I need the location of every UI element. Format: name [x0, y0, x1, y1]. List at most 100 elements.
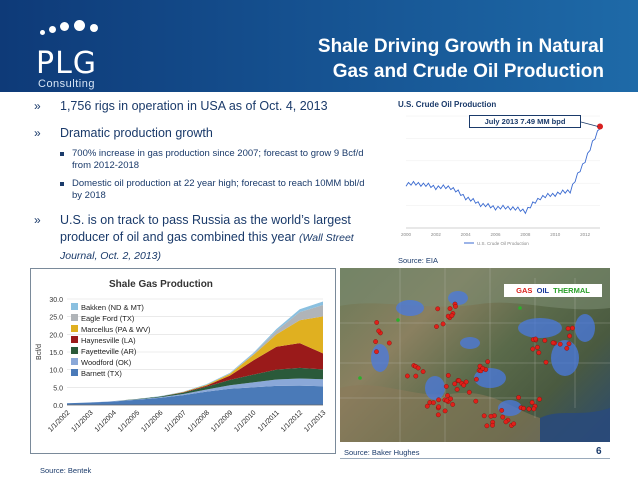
map-rig-dot: [374, 320, 380, 325]
rig-map: GAS OIL THERMAL: [340, 268, 610, 442]
map-rig-dot: [542, 338, 548, 343]
map-thermal-dot: [396, 318, 400, 322]
slide-header: PLG Consulting Shale Driving Growth in N…: [0, 0, 638, 92]
legend-label: Fayetteville (AR): [81, 347, 137, 356]
rig-map-svg: [340, 268, 610, 442]
map-rig-dot: [516, 395, 521, 400]
map-rig-dot: [431, 400, 436, 406]
y-tick-label: 5.0: [53, 385, 63, 392]
map-rig-dot: [456, 378, 462, 383]
map-shale-play: [498, 400, 522, 416]
series-area-eagle-ford-tx-: [67, 305, 323, 404]
map-rig-dot: [570, 325, 575, 331]
x-tick-label: 1/1/2004: [94, 409, 118, 433]
map-rig-dot: [435, 412, 441, 418]
source-eia: Source: EIA: [398, 256, 439, 265]
legend-thermal: THERMAL: [553, 286, 590, 295]
map-rig-dot: [447, 306, 453, 311]
shale-chart-title: Shale Gas Production: [109, 279, 213, 290]
map-legend: GAS OIL THERMAL: [504, 284, 602, 297]
series-area-fayetteville-ar-: [67, 367, 323, 404]
map-thermal-dot: [518, 306, 522, 310]
bullet-russia: » U.S. is on track to pass Russia as the…: [30, 212, 375, 265]
map-rig-dot: [463, 379, 469, 385]
map-rig-dot: [536, 350, 542, 356]
map-rig-dot: [530, 346, 536, 352]
map-rig-dot: [443, 384, 449, 389]
legend-swatch: [71, 358, 78, 365]
shale-gas-svg: Shale Gas Production 0.0 5.0 10.0 15.0 20.0 25…: [36, 279, 327, 434]
oil-x-tick-label: 2010: [550, 232, 561, 237]
legend-swatch: [71, 325, 78, 332]
map-shale-play: [518, 318, 562, 338]
map-rig-dot: [420, 369, 426, 374]
map-rig-dot: [535, 344, 540, 350]
map-rig-dot: [452, 381, 458, 387]
y-tick-label: 10.0: [49, 368, 63, 375]
source-baker-hughes: Source: Baker Hughes: [344, 448, 420, 457]
map-rig-dot: [550, 340, 556, 346]
legend-label: Barnett (TX): [81, 369, 122, 378]
legend-label: Woodford (OK): [81, 358, 132, 367]
map-shale-play: [448, 291, 468, 305]
map-rig-dot: [537, 396, 542, 402]
logo-text: PLG: [36, 46, 98, 81]
y-tick-label: 30.0: [49, 297, 63, 304]
oil-x-tick-label: 2008: [520, 232, 531, 237]
map-rig-dot: [484, 423, 490, 429]
map-shale-play: [474, 368, 506, 388]
oil-chart-title: U.S. Crude Oil Production: [398, 100, 497, 109]
legend-label: Haynesville (LA): [81, 336, 136, 345]
oil-series-line: [405, 128, 601, 215]
bullet-marker: »: [34, 126, 41, 140]
x-tick-label: 1/1/2012: [280, 409, 304, 433]
x-tick-label: 1/1/2011: [257, 409, 281, 433]
map-rig-dot: [474, 376, 479, 382]
oil-callout-label: July 2013 7.49 MM bpd: [469, 115, 581, 128]
x-tick-label: 1/1/2006: [140, 409, 164, 433]
map-rig-dot: [521, 405, 526, 411]
map-terrain-north: [340, 268, 610, 310]
map-rig-dot: [481, 413, 487, 419]
slide-title-line1: Shale Driving Growth in Natural: [317, 36, 604, 57]
map-shale-play: [460, 337, 480, 349]
bullet-marker: »: [34, 213, 41, 227]
map-rig-dot: [442, 408, 448, 414]
sub-bullet-oil-text: Domestic oil production at 22 year high;…: [72, 178, 365, 201]
x-tick-label: 1/1/2013: [303, 409, 327, 433]
bullet-marker: »: [34, 99, 41, 113]
map-rig-dot: [500, 414, 506, 420]
map-rig-dot: [503, 419, 509, 425]
map-rig-dot: [373, 339, 378, 344]
y-tick-label: 15.0: [49, 350, 63, 357]
x-tick-label: 1/1/2002: [47, 409, 71, 433]
sub-bullet-oil: Domestic oil production at 22 year high;…: [30, 178, 375, 202]
bullet-growth-text: Dramatic production growth: [60, 126, 213, 140]
map-rig-dot: [445, 393, 450, 398]
map-rig-dot: [424, 403, 430, 409]
footer-divider: [340, 458, 610, 459]
series-area-haynesville-la-: [67, 343, 323, 404]
map-rig-dot: [499, 408, 505, 413]
map-gulf: [540, 408, 610, 442]
map-rig-dot: [488, 413, 494, 419]
map-rig-dot: [567, 333, 572, 339]
map-rig-dot: [444, 398, 450, 403]
legend-swatch: [71, 336, 78, 343]
map-shale-play: [371, 344, 389, 372]
oil-production-chart: 2000 2002 2004 2006 2008 2010 2012 U.S. Crude O…: [392, 98, 610, 250]
map-rig-dot: [450, 402, 456, 407]
map-rig-dot: [436, 404, 441, 410]
map-rig-dot: [511, 421, 517, 427]
map-shale-play: [575, 314, 595, 342]
map-rig-dot: [434, 324, 439, 329]
y-tick-label: 0.0: [53, 403, 63, 410]
oil-x-tick-label: 2006: [491, 232, 502, 237]
logo-subtext: Consulting: [38, 78, 95, 90]
series-area-marcellus-pa-wv-: [67, 316, 323, 404]
square-bullet-icon: [60, 152, 64, 156]
map-shale-play: [551, 340, 579, 376]
map-rig-dot: [461, 382, 467, 388]
bullet-growth: » Dramatic production growth: [30, 125, 375, 142]
map-rig-dot: [415, 365, 421, 371]
